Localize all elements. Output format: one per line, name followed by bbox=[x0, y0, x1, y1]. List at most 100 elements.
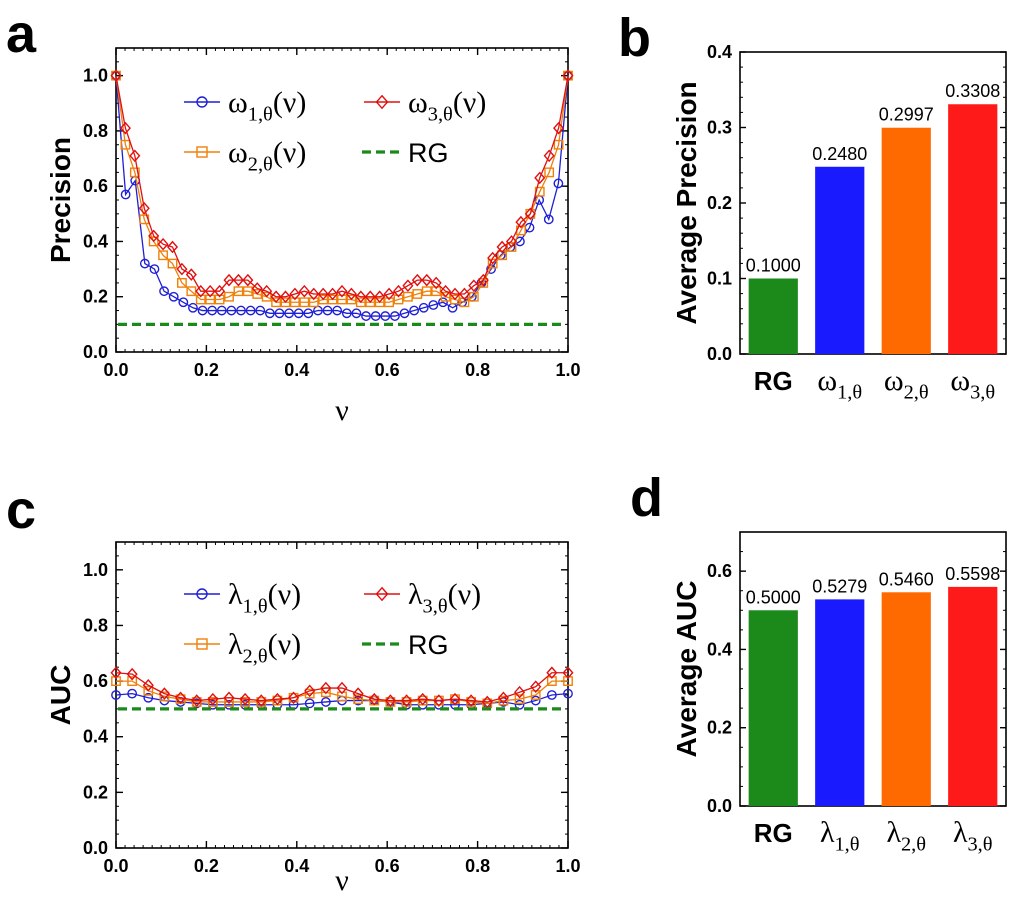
y-axis-label: Average Precision bbox=[671, 81, 702, 324]
y-tick-label: 0.2 bbox=[83, 782, 108, 802]
legend-label-symbol: λ bbox=[228, 578, 243, 611]
category-label: ω2,θ bbox=[884, 364, 929, 403]
x-tick-label: 0.2 bbox=[194, 360, 219, 380]
data-point bbox=[481, 695, 493, 709]
bar-4 bbox=[948, 586, 998, 806]
bar-value-label: 0.5279 bbox=[812, 576, 867, 596]
panel-letter-d: d bbox=[630, 468, 663, 528]
data-point bbox=[384, 297, 394, 308]
data-point bbox=[242, 286, 253, 297]
data-point bbox=[497, 250, 507, 261]
data-point bbox=[341, 308, 352, 319]
y-tick-label: 1.0 bbox=[83, 66, 108, 86]
data-point bbox=[355, 290, 367, 304]
data-point bbox=[320, 681, 332, 695]
data-point bbox=[274, 308, 285, 319]
data-point bbox=[166, 240, 179, 254]
data-point bbox=[430, 276, 442, 290]
y-tick-label: 0.0 bbox=[707, 796, 732, 816]
data-point bbox=[505, 235, 518, 248]
data-point bbox=[236, 305, 246, 316]
data-point bbox=[111, 690, 121, 700]
category-label-rg: RG bbox=[754, 818, 793, 848]
y-tick-label: 0.0 bbox=[707, 344, 732, 364]
data-point bbox=[205, 294, 216, 305]
data-point bbox=[514, 694, 525, 705]
y-tick-label: 0.0 bbox=[83, 838, 108, 858]
data-point bbox=[159, 691, 170, 702]
data-point bbox=[384, 694, 396, 707]
data-point bbox=[195, 284, 207, 298]
data-point bbox=[271, 297, 281, 308]
data-point bbox=[409, 305, 420, 316]
x-tick-label: 0.8 bbox=[465, 360, 490, 380]
panel-letter-a: a bbox=[6, 4, 37, 64]
data-point bbox=[242, 273, 254, 287]
data-point bbox=[195, 294, 206, 305]
bar-value-label: 0.2997 bbox=[879, 105, 934, 125]
data-point bbox=[119, 121, 131, 135]
data-point bbox=[232, 273, 244, 287]
data-point bbox=[251, 282, 263, 295]
data-point bbox=[544, 167, 555, 178]
legend-label: λ3,θ(ν) bbox=[408, 578, 481, 617]
y-tick-label: 0.4 bbox=[707, 42, 732, 62]
bar-value-label: 0.1000 bbox=[746, 256, 801, 276]
data-point bbox=[255, 305, 266, 316]
data-point bbox=[304, 688, 315, 699]
data-point bbox=[129, 167, 140, 178]
category-label: ω3,θ bbox=[950, 364, 995, 403]
data-point bbox=[207, 697, 218, 707]
data-point bbox=[148, 236, 159, 247]
x-tick-label: 0.2 bbox=[194, 856, 219, 876]
data-point bbox=[553, 139, 564, 150]
data-point bbox=[271, 692, 283, 706]
x-tick-label: 0.4 bbox=[284, 360, 309, 380]
legend-swatch-marker bbox=[196, 146, 208, 158]
data-point bbox=[293, 308, 304, 319]
y-tick-label: 0.6 bbox=[707, 561, 732, 581]
category-label-symbol: λ bbox=[886, 816, 901, 849]
category-label-subscript: 2,θ bbox=[904, 381, 929, 403]
data-point bbox=[487, 251, 499, 265]
panel-letter-c: c bbox=[6, 480, 36, 540]
bar-1 bbox=[748, 610, 798, 806]
data-point bbox=[336, 284, 348, 298]
series-line bbox=[115, 672, 568, 703]
data-point bbox=[370, 311, 381, 321]
data-point bbox=[143, 692, 154, 703]
legend-label-subscript: 1,θ bbox=[243, 595, 268, 617]
data-point bbox=[562, 666, 574, 680]
data-point bbox=[368, 692, 380, 706]
x-tick-label: 1.0 bbox=[555, 856, 580, 876]
x-tick-label: 0.6 bbox=[375, 856, 400, 876]
legend-label-argument: (ν) bbox=[453, 86, 487, 119]
data-point bbox=[553, 178, 564, 189]
data-point bbox=[514, 699, 525, 710]
data-point bbox=[412, 289, 423, 299]
bar-value-label: 0.3308 bbox=[945, 81, 1000, 101]
data-point bbox=[346, 294, 357, 305]
data-point bbox=[332, 305, 343, 316]
data-point bbox=[158, 687, 170, 700]
data-point bbox=[417, 692, 429, 706]
data-point bbox=[392, 284, 405, 298]
data-point bbox=[120, 189, 131, 200]
series-line-1 bbox=[111, 70, 573, 321]
category-label-subscript: 2,θ bbox=[901, 833, 926, 855]
x-tick-label: 1.0 bbox=[555, 360, 580, 380]
data-point bbox=[288, 691, 300, 705]
data-point bbox=[178, 297, 189, 308]
data-point bbox=[327, 294, 338, 305]
data-point bbox=[290, 297, 300, 308]
category-label-symbol: ω bbox=[817, 364, 837, 397]
legend-label-subscript: 2,θ bbox=[248, 153, 273, 175]
bar-value-label: 0.2480 bbox=[812, 144, 867, 164]
data-point bbox=[355, 297, 366, 308]
data-point bbox=[255, 694, 267, 707]
series-line-3 bbox=[110, 69, 574, 304]
data-point bbox=[279, 290, 292, 304]
data-point bbox=[233, 286, 244, 297]
data-point bbox=[308, 297, 319, 308]
